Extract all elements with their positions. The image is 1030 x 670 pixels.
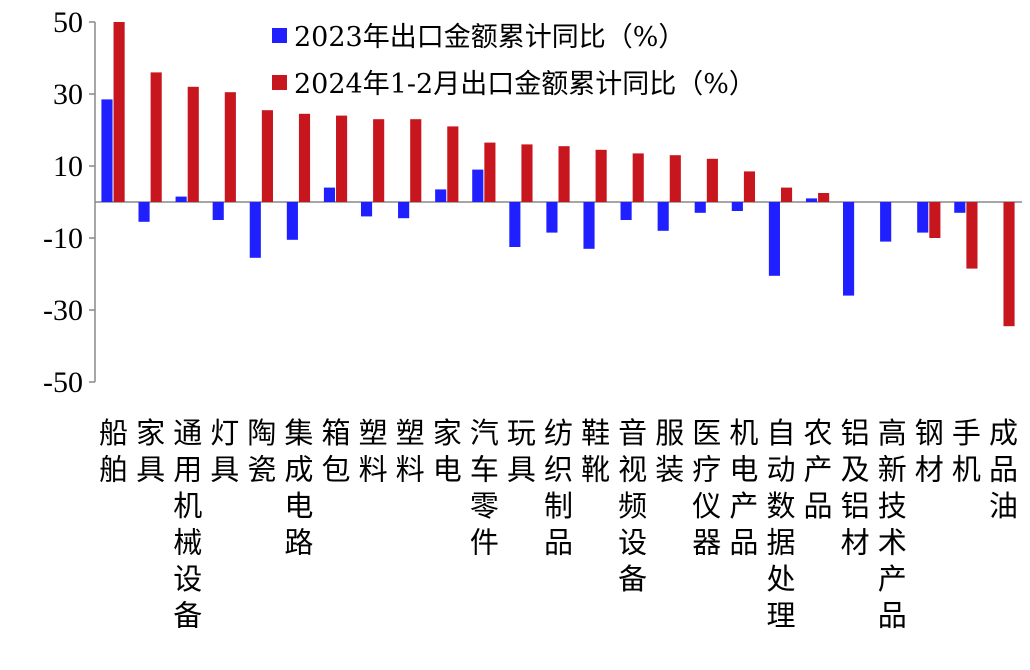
category-label: 船舶 xyxy=(99,416,128,487)
category-label: 农产品 xyxy=(804,416,833,523)
bar-2023-14 xyxy=(620,202,632,220)
bar-2023-21 xyxy=(880,202,892,242)
category-label: 铝及铝材 xyxy=(841,416,870,560)
bar-2023-18 xyxy=(768,202,780,276)
bar-2023-7 xyxy=(360,202,373,217)
bar-2024-12 xyxy=(558,146,570,202)
category-label: 医疗仪器 xyxy=(692,416,721,560)
bar-2023-9 xyxy=(435,189,447,202)
bar-2023-22 xyxy=(917,202,929,233)
bar-2024-5 xyxy=(298,113,311,202)
category-label: 塑料 xyxy=(396,416,425,487)
category-label: 手机 xyxy=(952,416,981,487)
bar-2023-12 xyxy=(546,202,558,233)
bar-2024-0 xyxy=(113,22,125,202)
category-label: 服装 xyxy=(655,416,684,487)
category-label: 塑料 xyxy=(359,416,388,487)
legend: 2023年出口金额累计同比（%） 2024年1-2月出口金额累计同比（%） xyxy=(272,22,756,100)
bar-2023-6 xyxy=(323,187,336,202)
category-label: 钢材 xyxy=(915,416,944,487)
bar-2024-4 xyxy=(261,110,273,202)
bar-2023-5 xyxy=(286,202,298,240)
category-label: 纺织制品 xyxy=(544,416,573,560)
category-label: 集成电路 xyxy=(284,416,313,560)
bar-2024-18 xyxy=(780,187,793,202)
bar-2024-8 xyxy=(410,119,422,202)
legend-swatch-2023 xyxy=(272,28,287,43)
legend-swatch-2024 xyxy=(272,75,287,90)
bar-2023-2 xyxy=(175,196,187,202)
category-label: 箱包 xyxy=(322,416,351,487)
bar-2023-13 xyxy=(583,202,595,249)
bar-2023-20 xyxy=(843,202,855,296)
bar-2024-10 xyxy=(484,142,496,202)
bar-2024-2 xyxy=(187,86,199,202)
bar-2024-17 xyxy=(743,171,756,202)
bar-2023-8 xyxy=(398,202,410,219)
bar-2023-0 xyxy=(101,99,113,202)
category-labels: 船舶家具通用机械设备灯具陶瓷集成电路箱包塑料塑料家电汽车零件玩具纺织制品鞋靴音视… xyxy=(99,416,1018,633)
bar-2023-23 xyxy=(954,202,966,213)
bar-2023-19 xyxy=(805,198,818,202)
bar-2023-4 xyxy=(249,202,261,258)
category-label: 家具 xyxy=(136,416,165,487)
category-label: 汽车零件 xyxy=(470,416,499,560)
bars xyxy=(101,22,1015,327)
category-label: 家电 xyxy=(433,416,462,487)
category-label: 机电产品 xyxy=(729,416,758,560)
y-tick-labels: 50 30 10 -10 -30 -50 xyxy=(43,6,83,399)
category-label: 成品油 xyxy=(989,416,1018,523)
legend-label-2023: 2023年出口金额累计同比（%） xyxy=(294,22,685,53)
bar-2024-14 xyxy=(632,153,644,202)
bar-2024-9 xyxy=(447,126,459,202)
y-tick-label: 30 xyxy=(53,78,83,111)
bar-2024-15 xyxy=(669,155,681,202)
bar-2023-3 xyxy=(212,202,224,220)
category-label: 陶瓷 xyxy=(247,416,276,487)
bar-2024-6 xyxy=(336,115,348,202)
bar-2024-7 xyxy=(373,119,385,202)
y-tick-label: -30 xyxy=(43,294,83,327)
category-label: 音视频设备 xyxy=(618,416,647,596)
category-label: 玩具 xyxy=(507,416,536,487)
bar-2024-11 xyxy=(521,144,533,202)
bar-2024-19 xyxy=(818,193,830,202)
bar-2023-1 xyxy=(138,202,150,222)
bar-2023-15 xyxy=(657,202,669,231)
bar-2024-22 xyxy=(929,202,941,238)
legend-label-2024: 2024年1-2月出口金额累计同比（%） xyxy=(294,69,756,100)
bar-2024-24 xyxy=(1003,202,1015,327)
category-label: 灯具 xyxy=(210,416,239,487)
bar-2023-11 xyxy=(509,202,521,247)
bar-2024-23 xyxy=(966,202,978,269)
bar-2024-1 xyxy=(150,72,162,203)
category-label: 鞋靴 xyxy=(581,416,610,487)
category-label: 通用机械设备 xyxy=(173,416,202,633)
bar-2024-3 xyxy=(224,92,236,202)
category-label: 自动数据处理 xyxy=(766,416,795,633)
y-tick-label: -10 xyxy=(43,222,83,255)
y-tick-label: -50 xyxy=(43,366,83,399)
category-label: 高新技术产品 xyxy=(878,416,907,633)
bar-2024-16 xyxy=(706,158,718,202)
bar-2023-10 xyxy=(472,169,484,202)
bar-2023-17 xyxy=(731,202,743,211)
bar-2023-16 xyxy=(694,202,706,213)
bar-2024-13 xyxy=(595,149,607,202)
y-tick-label: 50 xyxy=(53,6,83,39)
y-tick-label: 10 xyxy=(53,150,83,183)
